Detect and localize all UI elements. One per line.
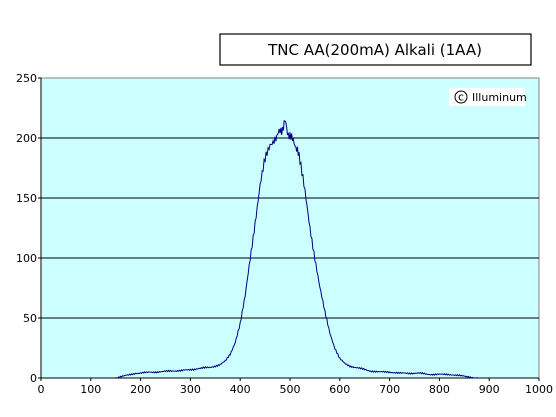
x-tick-label: 100 [80, 383, 101, 396]
x-tick-label: 1000 [525, 383, 553, 396]
copyright-c: c [458, 91, 464, 104]
watermark-box [449, 88, 525, 106]
y-tick-label: 50 [23, 312, 37, 325]
title-box: TNC AA(200mA) Alkali (1AA) [219, 33, 532, 66]
x-tick-label: 600 [329, 383, 350, 396]
watermark: © Illuminum c [449, 88, 527, 106]
x-tick-label: 700 [379, 383, 400, 396]
y-tick-label: 150 [16, 192, 37, 205]
x-tick-label: 800 [429, 383, 450, 396]
x-tick-label: 900 [479, 383, 500, 396]
plot-area [40, 77, 540, 379]
watermark-label: Illuminum [472, 91, 527, 104]
series-line-0 [115, 120, 480, 379]
y-tick-labels: 0 50 100 150 200 250 [16, 72, 41, 385]
x-tick-label: 500 [280, 383, 301, 396]
x-tick-label: 0 [38, 383, 45, 396]
chart-title: TNC AA(200mA) Alkali (1AA) [267, 41, 482, 59]
y-tick-label: 250 [16, 72, 37, 85]
x-tick-label: 400 [230, 383, 251, 396]
x-tick-labels: 0 100 200 300 400 500 600 700 800 900 1000 [38, 378, 553, 396]
copyright-icon [454, 90, 468, 104]
title-frame [219, 33, 532, 66]
y-tick-label: 100 [16, 252, 37, 265]
y-tick-label: 200 [16, 132, 37, 145]
x-tick-label: 300 [180, 383, 201, 396]
series-group [115, 120, 480, 379]
y-tick-label: 0 [30, 372, 37, 385]
gridlines [41, 137, 539, 319]
x-tick-label: 200 [130, 383, 151, 396]
